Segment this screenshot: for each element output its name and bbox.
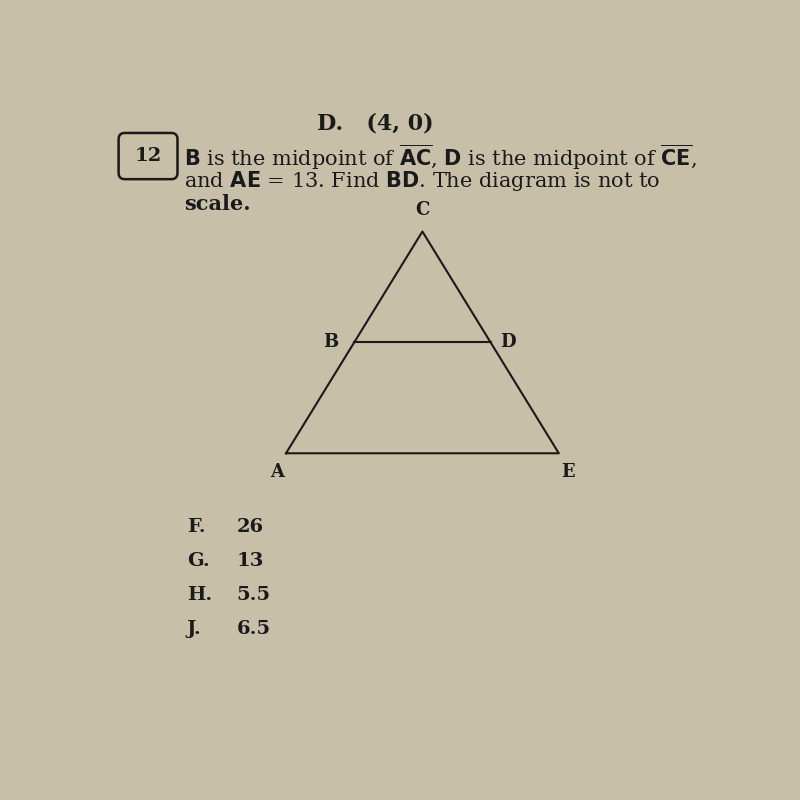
Text: B: B [323, 334, 338, 351]
Text: F.: F. [187, 518, 206, 536]
Text: and $\bf{AE}$ = 13. Find $\bf{BD}$. The diagram is not to: and $\bf{AE}$ = 13. Find $\bf{BD}$. The … [184, 169, 660, 193]
Text: $\bf{B}$ is the midpoint of $\bf{\overline{AC}}$, $\bf{D}$ is the midpoint of $\: $\bf{B}$ is the midpoint of $\bf{\overli… [184, 143, 697, 172]
Text: C: C [415, 202, 430, 219]
Text: E: E [562, 462, 575, 481]
Text: D: D [500, 334, 515, 351]
Text: 13: 13 [237, 552, 264, 570]
Text: 26: 26 [237, 518, 263, 536]
Text: 12: 12 [134, 147, 162, 165]
Text: G.: G. [187, 552, 210, 570]
Text: A: A [270, 462, 284, 481]
Text: D.   (4, 0): D. (4, 0) [317, 113, 434, 134]
Text: H.: H. [187, 586, 212, 604]
Text: 6.5: 6.5 [237, 620, 270, 638]
Text: J.: J. [187, 620, 202, 638]
Text: 5.5: 5.5 [237, 586, 270, 604]
Text: scale.: scale. [184, 194, 250, 214]
